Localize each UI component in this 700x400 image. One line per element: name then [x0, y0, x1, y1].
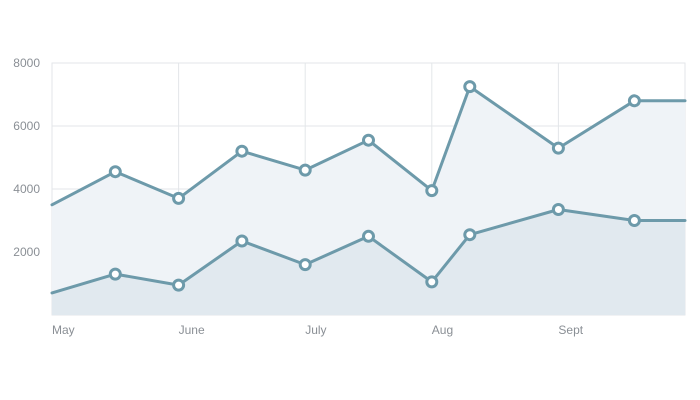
series-2-point[interactable] [108, 267, 122, 281]
series-1-point[interactable] [551, 141, 565, 155]
series-1-point[interactable] [235, 144, 249, 158]
y-tick-label: 8000 [13, 56, 40, 70]
x-tick-label: June [179, 323, 205, 337]
series-1-point[interactable] [425, 184, 439, 198]
series-2-point[interactable] [551, 203, 565, 216]
series-2-point[interactable] [172, 278, 186, 292]
series-1-point[interactable] [108, 165, 122, 179]
x-tick-label: Aug [432, 323, 453, 337]
x-tick-label: Sept [558, 323, 583, 337]
series-layer [50, 80, 687, 315]
series-2-point[interactable] [235, 234, 249, 248]
x-tick-label: May [52, 323, 75, 337]
series-2-area [52, 209, 685, 315]
series-2-point[interactable] [298, 258, 312, 272]
series-1-point[interactable] [172, 191, 186, 205]
series-1-point[interactable] [463, 80, 477, 94]
series-2-point[interactable] [425, 275, 439, 289]
y-tick-label: 6000 [13, 119, 40, 133]
y-tick-label: 4000 [13, 182, 40, 196]
series-2-point[interactable] [627, 214, 641, 227]
series-2-point[interactable] [463, 228, 477, 242]
series-2-point[interactable] [362, 229, 375, 243]
series-1-point[interactable] [362, 133, 375, 147]
series-1-point[interactable] [627, 94, 641, 108]
axis-layer: 2000 4000 6000 8000 May June July Aug Sept [13, 56, 583, 337]
x-tick-label: July [305, 323, 326, 337]
series-1-point[interactable] [298, 163, 312, 177]
y-tick-label: 2000 [13, 245, 40, 259]
